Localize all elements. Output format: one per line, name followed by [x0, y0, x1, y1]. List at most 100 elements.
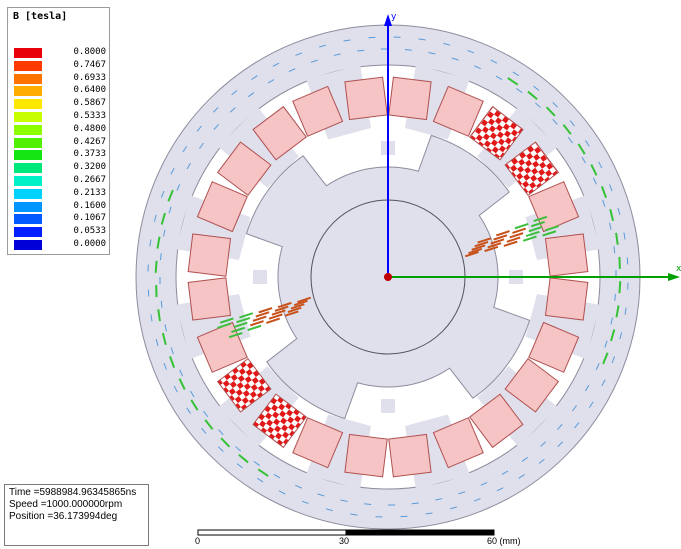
info-time: Time =5988984.96345865ns: [9, 487, 137, 498]
coil: [528, 321, 580, 373]
flux-arrow: [562, 124, 572, 135]
flux-arrow: [310, 59, 318, 63]
coil: [216, 358, 272, 413]
legend-swatch: [14, 150, 42, 161]
flux-arrow: [219, 317, 234, 324]
legend-swatch: [14, 112, 42, 122]
flux-arrow: [527, 90, 538, 101]
legend-swatch: [14, 176, 42, 186]
coil: [252, 393, 307, 449]
flux-arrow: [540, 441, 547, 447]
flux-arrow: [278, 490, 286, 495]
flux-arrow: [218, 429, 224, 436]
flux-arrow: [333, 53, 341, 56]
flux-arrow: [614, 293, 616, 301]
flux-arrow: [490, 238, 505, 245]
legend-value: 0.0533: [73, 226, 106, 237]
flux-arrow: [557, 441, 564, 448]
flux-arrow: [443, 42, 451, 46]
flux-arrow: [325, 508, 333, 512]
coil: [469, 393, 524, 449]
flux-arrow: [163, 362, 167, 370]
flux-arrow: [501, 470, 509, 475]
flux-arrow: [590, 164, 598, 176]
flux-arrow: [574, 422, 580, 429]
flux-arrow: [467, 49, 475, 54]
flux-arrow: [173, 385, 178, 393]
flux-arrow: [236, 316, 251, 324]
flux-arrow: [233, 321, 248, 329]
legend-row: 0.0000: [14, 239, 106, 250]
flux-arrow: [592, 177, 597, 185]
legend-value: 0.1600: [73, 200, 106, 211]
flux-arrow: [176, 184, 181, 191]
flux-arrow: [267, 79, 275, 84]
flux-arrow: [557, 424, 563, 430]
flux-arrow: [201, 427, 207, 434]
flux-arrow: [213, 124, 219, 130]
flux-arrow: [248, 92, 255, 98]
flux-arrow: [503, 240, 518, 247]
flux-arrow: [163, 229, 166, 237]
flux-arrow: [160, 253, 162, 261]
flux-arrow: [277, 301, 292, 309]
coil: [432, 85, 484, 137]
flux-arrow: [150, 314, 153, 322]
flux-arrow: [235, 446, 241, 452]
flux-arrow: [490, 59, 498, 64]
legend-swatch: [14, 240, 42, 250]
flux-arrow: [516, 88, 523, 93]
legend-row: 0.3733: [14, 149, 106, 161]
flux-arrow: [506, 236, 521, 243]
flux-arrow: [567, 137, 573, 144]
flux-arrow: [203, 410, 209, 417]
flux-arrow: [272, 62, 280, 67]
flux-arrow: [451, 57, 459, 61]
legend-row: 0.1600: [14, 200, 106, 212]
coil: [504, 141, 560, 196]
flux-arrow: [533, 85, 540, 91]
flux-arrow: [602, 199, 606, 207]
flux-arrow: [411, 502, 419, 505]
flux-arrow: [229, 107, 236, 113]
flux-arrow: [231, 326, 246, 334]
flux-arrow: [581, 156, 586, 164]
flux-arrow: [252, 315, 267, 322]
flux-arrow: [585, 140, 590, 147]
flux-arrow: [288, 68, 296, 73]
legend-value: 0.5867: [73, 98, 106, 109]
flux-arrow: [535, 102, 541, 108]
flux-arrow: [249, 320, 264, 327]
flux-arrow: [217, 322, 232, 329]
flux-arrow: [217, 446, 224, 453]
scale-label-60: 60 (mm): [487, 536, 521, 546]
flux-arrow: [238, 453, 249, 464]
flux-arrow: [611, 356, 616, 364]
flux-arrow: [266, 317, 281, 324]
flux-arrow: [449, 506, 458, 510]
flux-arrow: [617, 207, 621, 216]
flux-arrow: [182, 146, 188, 153]
coil: [196, 181, 248, 233]
flux-arrow: [545, 106, 556, 117]
scale-bar-white: [197, 529, 347, 536]
legend-row: 0.6933: [14, 73, 106, 84]
legend-row: 0.5867: [14, 98, 106, 110]
flux-arrow: [340, 499, 348, 502]
flux-arrow: [610, 329, 616, 342]
scale-bar-black: [345, 529, 495, 536]
coil: [544, 277, 589, 321]
flux-arrow: [585, 384, 590, 392]
legend-swatch: [14, 73, 42, 84]
flux-arrow: [199, 142, 204, 149]
flux-arrow: [228, 331, 243, 339]
flux-arrow: [156, 236, 161, 249]
coil: [216, 141, 272, 196]
flux-arrow: [609, 184, 613, 192]
flux-arrow: [518, 474, 525, 479]
flux-arrow: [533, 215, 548, 223]
coil: [432, 417, 484, 469]
flux-arrow: [170, 347, 174, 355]
legend-row: 0.6400: [14, 85, 106, 97]
